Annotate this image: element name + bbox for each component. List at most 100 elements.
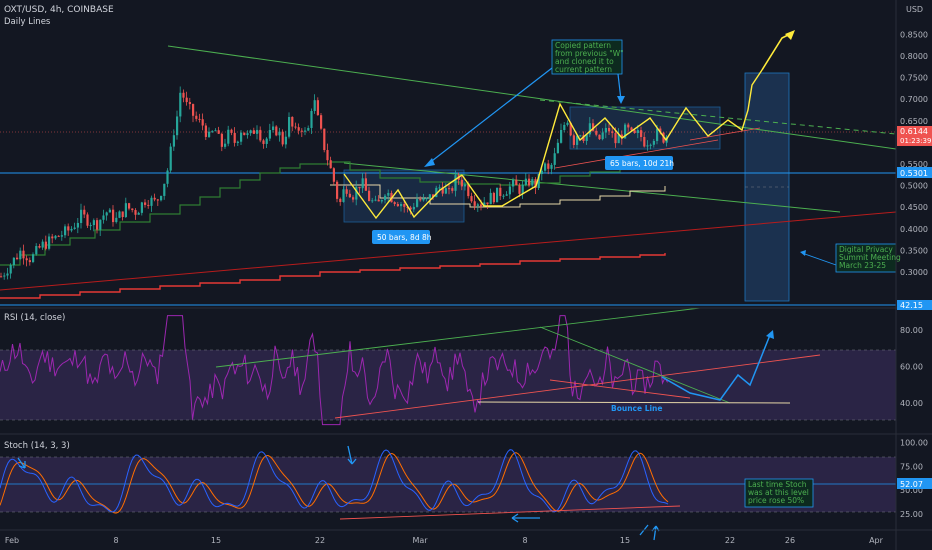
symbol-title[interactable]: OXT/USD, 4h, COINBASE (4, 5, 114, 15)
candle-body (592, 123, 595, 131)
descending-trendline-dashed (539, 99, 897, 135)
candle-body (284, 136, 287, 145)
candle-body (22, 250, 25, 259)
candle-body (371, 200, 374, 202)
candle-body (345, 189, 348, 194)
rsi-title[interactable]: RSI (14, close) (4, 313, 65, 323)
candle-body (316, 100, 319, 116)
candle-body (464, 184, 467, 187)
stoch-value-tag: 52.07 (900, 480, 923, 489)
candle-body (620, 134, 623, 139)
candle-body (377, 199, 380, 202)
candle-body (96, 220, 99, 230)
daily-line-yellow (330, 184, 666, 208)
candle-body (428, 194, 431, 199)
candle-body (169, 146, 172, 171)
candle-body (419, 199, 422, 201)
candle-body (220, 133, 223, 147)
candle-body (118, 211, 121, 218)
candle-body (204, 125, 207, 137)
stoch-title[interactable]: Stoch (14, 3, 3) (4, 441, 70, 451)
candle-body (44, 241, 47, 249)
candle-body (537, 173, 540, 188)
candle-body (499, 187, 502, 197)
rsi-axis[interactable]: 80.00 60.00 40.00 (900, 326, 923, 408)
candle-body (515, 179, 518, 186)
candle-body (86, 214, 89, 226)
countdown-tag: 01:23:39 (900, 137, 931, 145)
candle-body (214, 130, 217, 132)
candle-body (380, 200, 383, 202)
candle-body (3, 275, 6, 277)
candle-body (137, 212, 140, 215)
last-price-tag: 0.6144 (900, 127, 928, 136)
candle-body (595, 130, 598, 135)
price-tick-label: 0.8000 (900, 52, 928, 61)
price-tick-label: 0.8500 (900, 30, 928, 39)
event-note-line1: Digital Privacy (839, 245, 893, 254)
candle-body (64, 226, 67, 236)
price-tick-label: 0.5500 (900, 160, 928, 169)
candle-body (547, 163, 550, 169)
candle-body (121, 211, 124, 218)
candle-body (563, 124, 566, 131)
candle-body (585, 134, 588, 142)
candle-body (646, 145, 649, 147)
w-pattern-path (461, 69, 763, 207)
candle-body (240, 132, 243, 142)
candle-body (80, 209, 83, 223)
candle-body (275, 126, 278, 136)
candle-body (656, 128, 659, 141)
candle-body (659, 128, 662, 133)
candle-body (454, 175, 457, 191)
candle-body (512, 179, 515, 187)
candle-body (531, 179, 534, 186)
rsi-pane[interactable]: Bounce Line (0, 307, 896, 426)
stoch-pane[interactable]: Last time Stoch was at this level price … (0, 445, 896, 541)
candle-body (268, 130, 271, 139)
price-tick-label: 0.6500 (900, 117, 928, 126)
candle-body (144, 202, 147, 205)
candle-body (556, 142, 559, 154)
stoch-tick-label: 50.00 (900, 486, 923, 495)
pattern-note-line2: from previous "W" (555, 49, 624, 58)
candle-body (617, 134, 620, 144)
candle-body (435, 187, 438, 198)
candle-body (649, 144, 652, 146)
candle-body (323, 128, 326, 151)
stoch-tick-label: 25.00 (900, 510, 923, 519)
candle-body (342, 189, 345, 202)
candle-body (348, 193, 351, 198)
candle-body (150, 197, 153, 206)
candle-body (486, 202, 489, 205)
candle-body (115, 217, 118, 223)
price-tick-label: 0.7000 (900, 95, 928, 104)
candle-body (624, 124, 627, 139)
rsi-tick-label: 80.00 (900, 326, 923, 335)
candle-body (601, 132, 604, 140)
candle-body (496, 187, 499, 203)
candle-body (140, 202, 143, 213)
candle-body (521, 184, 524, 194)
candle-body (288, 117, 291, 137)
candle-body (9, 265, 12, 274)
candle-body (489, 192, 492, 205)
price-axis[interactable]: 0.85000.80000.75000.70000.65000.60000.55… (900, 30, 928, 277)
rsi-red-down (549, 379, 691, 399)
candle-body (134, 210, 137, 215)
candle-body (393, 202, 396, 205)
price-pane[interactable]: Copied pattern from previous "W" and clo… (0, 30, 901, 306)
rsi-line (0, 315, 668, 426)
candle-body (236, 141, 239, 143)
study-label[interactable]: Daily Lines (4, 17, 51, 27)
time-axis[interactable]: Feb 8 15 22 Mar 8 15 22 26 Apr (5, 536, 884, 545)
candle-body (185, 97, 188, 103)
candle-body (294, 126, 297, 128)
candle-body (224, 143, 227, 147)
candle-body (195, 115, 198, 119)
candle-body (627, 124, 630, 128)
projection-arrow-head (785, 30, 795, 40)
stoch-axis[interactable]: 100.00 75.00 50.00 25.00 (900, 439, 928, 519)
candle-body (259, 129, 262, 141)
